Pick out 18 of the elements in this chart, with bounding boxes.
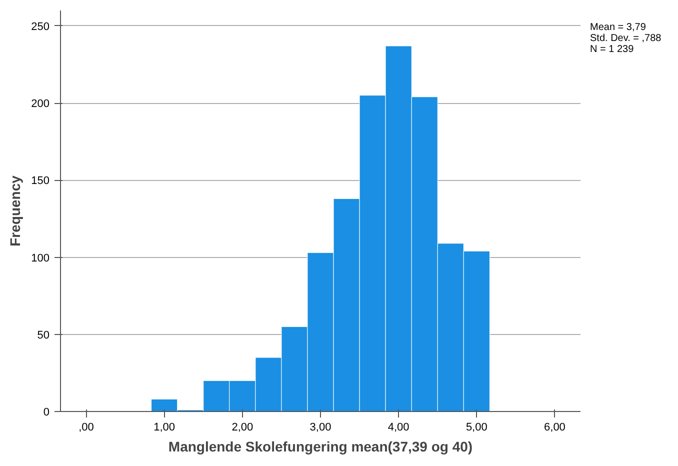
x-tick-label: ,00 [78, 422, 94, 434]
x-tick-label: 3,00 [310, 422, 332, 434]
x-tick-label: 6,00 [544, 422, 566, 434]
text: N = 1 239 [590, 44, 634, 55]
x-tick-label: 2,00 [232, 422, 254, 434]
text: Mean = 3,79 [590, 22, 646, 33]
y-tick-label: 50 [37, 329, 50, 342]
y-tick-label: 200 [31, 98, 50, 110]
y-tick-label: 150 [31, 175, 50, 188]
x-tick-label: 4,00 [388, 422, 410, 434]
x-tick-label: 5,00 [466, 422, 488, 434]
y-tick-label: 250 [31, 20, 50, 33]
y-tick-label: 0 [43, 406, 50, 418]
y-tick-label: 100 [31, 252, 50, 264]
x-axis-title: Manglende Skolefungering mean(37,39 og 40) [168, 438, 473, 454]
text: Std. Dev. = ,788 [590, 33, 662, 44]
y-axis-title: Frequency [7, 175, 24, 246]
x-tick-label: 1,00 [154, 422, 176, 434]
